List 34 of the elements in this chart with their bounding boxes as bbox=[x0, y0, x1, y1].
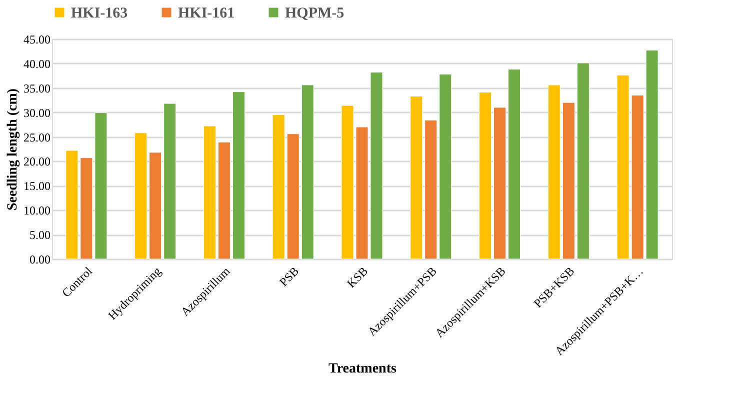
y-tick-label: 10.00 bbox=[24, 204, 50, 218]
bar bbox=[562, 102, 575, 260]
y-tick-label: 40.00 bbox=[24, 56, 50, 71]
bar bbox=[576, 62, 590, 260]
bar bbox=[410, 96, 423, 260]
bar bbox=[286, 134, 300, 260]
y-tick-label: 15.00 bbox=[24, 179, 50, 194]
bar bbox=[494, 107, 506, 260]
legend-label: HKI-161 bbox=[178, 6, 235, 22]
bar bbox=[424, 120, 438, 260]
bar bbox=[134, 132, 148, 260]
bar bbox=[548, 84, 560, 260]
bar bbox=[479, 92, 492, 260]
legend-label: HQPM-5 bbox=[285, 6, 344, 22]
y-tick-label: 30.00 bbox=[24, 106, 50, 120]
y-tick-label: 25.00 bbox=[24, 130, 50, 144]
y-tick-label: 20.00 bbox=[24, 154, 50, 169]
x-axis-title: Treatments bbox=[328, 361, 397, 376]
y-tick-label: 5.00 bbox=[30, 228, 50, 242]
bar bbox=[439, 74, 452, 260]
bar bbox=[149, 152, 162, 260]
y-tick-label: 35.00 bbox=[24, 81, 50, 96]
bar bbox=[218, 142, 230, 260]
bar bbox=[272, 114, 285, 260]
y-axis-title: Seedling length (cm) bbox=[6, 88, 20, 211]
legend-label: HKI-163 bbox=[71, 6, 128, 22]
y-tick-label: 45.00 bbox=[24, 32, 50, 46]
bar bbox=[508, 69, 521, 260]
bar bbox=[301, 84, 314, 260]
bar bbox=[232, 92, 245, 260]
y-tick-label: 0.00 bbox=[30, 252, 50, 266]
bar bbox=[203, 126, 216, 260]
x-tick-label: PSB bbox=[276, 264, 302, 290]
bar bbox=[164, 103, 176, 260]
